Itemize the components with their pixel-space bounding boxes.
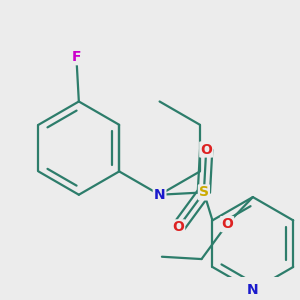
Text: S: S	[199, 185, 209, 200]
Text: O: O	[172, 220, 184, 234]
Text: F: F	[72, 50, 81, 64]
Text: N: N	[154, 188, 165, 202]
Text: O: O	[200, 142, 212, 157]
Text: N: N	[247, 283, 259, 297]
Text: O: O	[221, 217, 233, 231]
